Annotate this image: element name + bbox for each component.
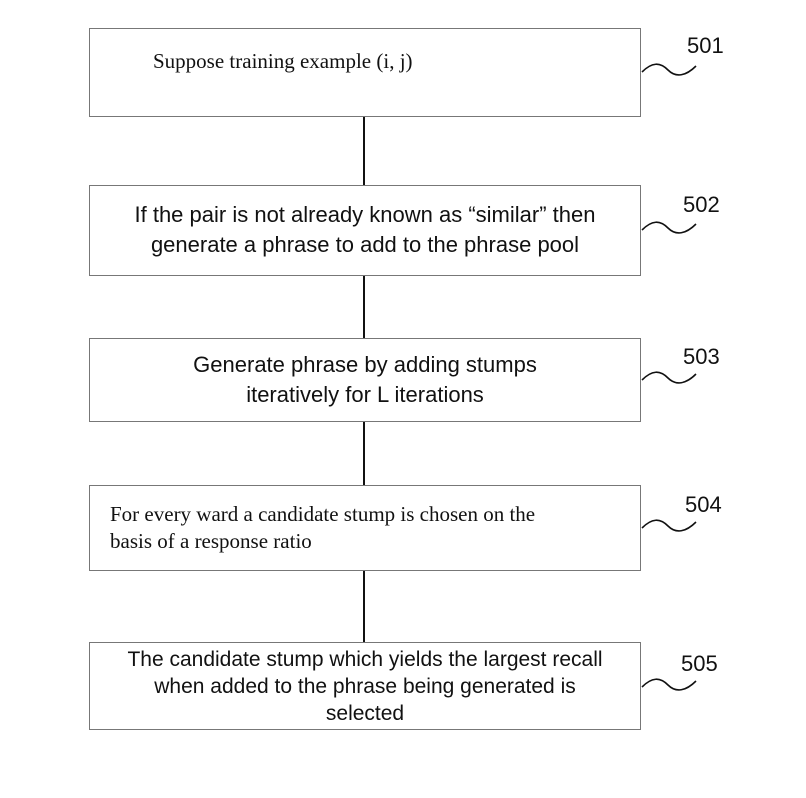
step-505-ref: 505 [681,651,718,676]
squiggle-501 [641,63,697,76]
step-505-box: The candidate stump which yields the lar… [89,642,641,730]
step-503-ref: 503 [683,344,720,369]
connector-501-502 [363,116,365,186]
step-503-line-2: iteratively for L iterations [246,382,484,407]
step-502-line-2: generate a phrase to add to the phrase p… [150,232,580,257]
squiggle-502 [641,221,697,234]
step-503-box: Generate phrase by adding stumps iterati… [89,338,641,422]
squiggle-504 [641,519,697,532]
step-504-ref: 504 [685,492,722,517]
step-501-text: Suppose training example (i, j) [153,49,413,73]
step-503-line-1: Generate phrase by adding stumps [193,352,537,377]
squiggle-505 [641,678,697,691]
step-505-line-2: when added to the phrase being generated… [154,675,576,698]
step-504-line-1: For every ward a candidate stump is chos… [110,502,536,526]
connector-502-503 [363,275,365,339]
step-502-line-1: If the pair is not already known as “sim… [134,202,596,227]
step-504-box: For every ward a candidate stump is chos… [89,485,641,571]
step-504-line-2: basis of a response ratio [110,529,312,553]
step-502-box: If the pair is not already known as “sim… [89,185,641,276]
connector-504-505 [363,570,365,643]
step-501-ref: 501 [687,33,724,58]
squiggle-503 [641,371,697,384]
step-505-line-3: selected [325,702,405,725]
step-505-line-1: The candidate stump which yields the lar… [127,648,603,671]
step-501-box: Suppose training example (i, j) [89,28,641,117]
step-502-ref: 502 [683,192,720,217]
connector-503-504 [363,421,365,486]
